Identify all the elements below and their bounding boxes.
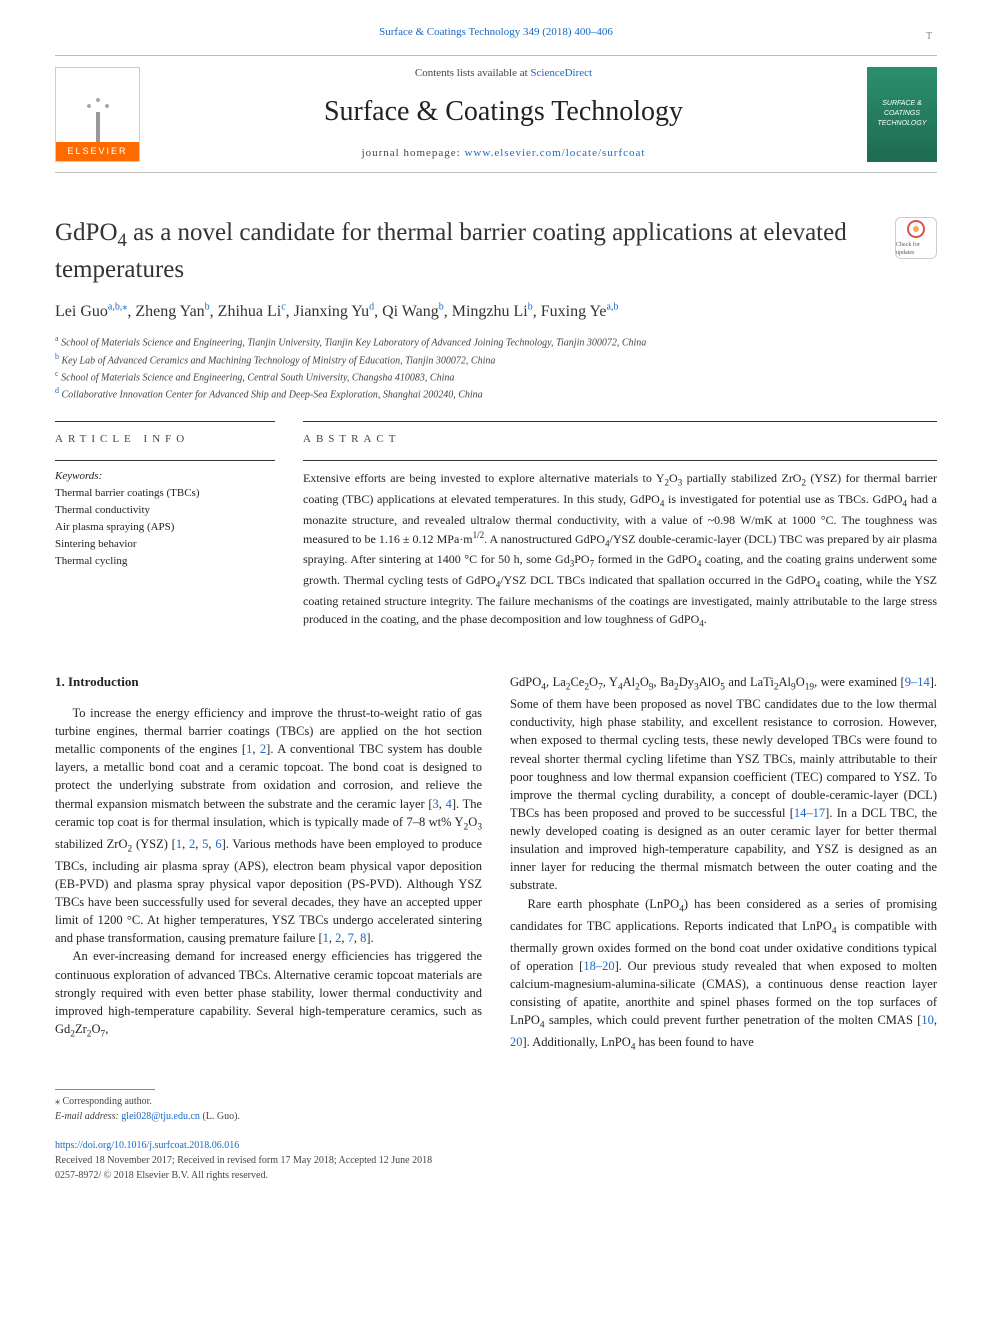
doi-link[interactable]: https://doi.org/10.1016/j.surfcoat.2018.… <box>55 1140 239 1151</box>
copyright-line: 0257-8972/ © 2018 Elsevier B.V. All righ… <box>55 1168 937 1183</box>
keywords-label: Keywords: <box>55 469 275 485</box>
journal-homepage-line: journal homepage: www.elsevier.com/locat… <box>154 146 853 162</box>
journal-name: Surface & Coatings Technology <box>154 92 853 133</box>
sciencedirect-link[interactable]: ScienceDirect <box>530 67 592 79</box>
journal-reference: Surface & Coatings Technology 349 (2018)… <box>55 25 937 41</box>
masthead: ELSEVIER Contents lists available at Sci… <box>55 55 937 173</box>
elsevier-wordmark: ELSEVIER <box>56 142 139 161</box>
keyword-item: Air plasma spraying (APS) <box>55 519 275 536</box>
body-paragraph: Rare earth phosphate (LnPO4) has been co… <box>510 895 937 1056</box>
affiliation-line: a School of Materials Science and Engine… <box>55 333 937 350</box>
body-paragraph: An ever-increasing demand for increased … <box>55 947 482 1042</box>
keyword-item: Thermal cycling <box>55 553 275 570</box>
contents-list-line: Contents lists available at ScienceDirec… <box>154 66 853 82</box>
corresponding-author-note: ⁎ Corresponding author. <box>55 1094 937 1109</box>
check-updates-icon <box>906 219 926 239</box>
article-info-rule <box>55 460 275 461</box>
affiliation-line: b Key Lab of Advanced Ceramics and Machi… <box>55 351 937 368</box>
journal-cover-thumbnail: SURFACE & COATINGS TECHNOLOGY <box>867 67 937 162</box>
corresponding-email-link[interactable]: glei028@tju.edu.cn <box>121 1111 200 1122</box>
abstract-column: ABSTRACT Extensive efforts are being inv… <box>303 421 937 631</box>
elsevier-logo: ELSEVIER <box>55 67 140 162</box>
authors-line: Lei Guoa,b,⁎, Zheng Yanb, Zhihua Lic, Ji… <box>55 300 937 323</box>
article-title: GdPO4 as a novel candidate for thermal b… <box>55 217 875 286</box>
keyword-item: Sintering behavior <box>55 536 275 553</box>
contents-list-prefix: Contents lists available at <box>415 67 530 79</box>
received-line: Received 18 November 2017; Received in r… <box>55 1153 937 1168</box>
body-column-left: 1. Introduction To increase the energy e… <box>55 673 482 1055</box>
affiliations-block: a School of Materials Science and Engine… <box>55 333 937 402</box>
email-label: E-mail address: <box>55 1111 121 1122</box>
body-columns: 1. Introduction To increase the energy e… <box>55 673 937 1055</box>
abstract-heading: ABSTRACT <box>303 432 937 448</box>
check-for-updates-badge[interactable]: Check for updates <box>895 217 937 259</box>
keyword-item: Thermal conductivity <box>55 502 275 519</box>
keyword-item: Thermal barrier coatings (TBCs) <box>55 485 275 502</box>
footnote-rule <box>55 1089 155 1090</box>
crop-mark-icon: T <box>926 30 932 45</box>
title-row: GdPO4 as a novel candidate for thermal b… <box>55 217 937 286</box>
email-suffix: (L. Guo). <box>200 1111 240 1122</box>
body-column-right: GdPO4, La2Ce2O7, Y4Al2O9, Ba2Dy3AlO5 and… <box>510 673 937 1055</box>
body-paragraph: To increase the energy efficiency and im… <box>55 704 482 948</box>
affiliation-line: d Collaborative Innovation Center for Ad… <box>55 385 937 402</box>
intro-heading: 1. Introduction <box>55 673 482 692</box>
body-paragraph: GdPO4, La2Ce2O7, Y4Al2O9, Ba2Dy3AlO5 and… <box>510 673 937 894</box>
masthead-center: Contents lists available at ScienceDirec… <box>154 66 853 162</box>
homepage-prefix: journal homepage: <box>362 147 465 159</box>
abstract-text: Extensive efforts are being invested to … <box>303 469 937 631</box>
article-info-heading: ARTICLE INFO <box>55 432 275 448</box>
article-info-column: ARTICLE INFO Keywords: Thermal barrier c… <box>55 421 275 631</box>
journal-homepage-link[interactable]: www.elsevier.com/locate/surfcoat <box>464 147 645 159</box>
cover-text: SURFACE & COATINGS TECHNOLOGY <box>871 99 933 129</box>
affiliation-line: c School of Materials Science and Engine… <box>55 368 937 385</box>
info-abstract-row: ARTICLE INFO Keywords: Thermal barrier c… <box>55 421 937 631</box>
check-updates-label: Check for updates <box>896 241 936 258</box>
abstract-rule <box>303 460 937 461</box>
keywords-list: Thermal barrier coatings (TBCs)Thermal c… <box>55 485 275 570</box>
page-footer: ⁎ Corresponding author. E-mail address: … <box>55 1089 937 1183</box>
email-line: E-mail address: glei028@tju.edu.cn (L. G… <box>55 1109 937 1124</box>
elsevier-tree-icon <box>68 82 128 142</box>
